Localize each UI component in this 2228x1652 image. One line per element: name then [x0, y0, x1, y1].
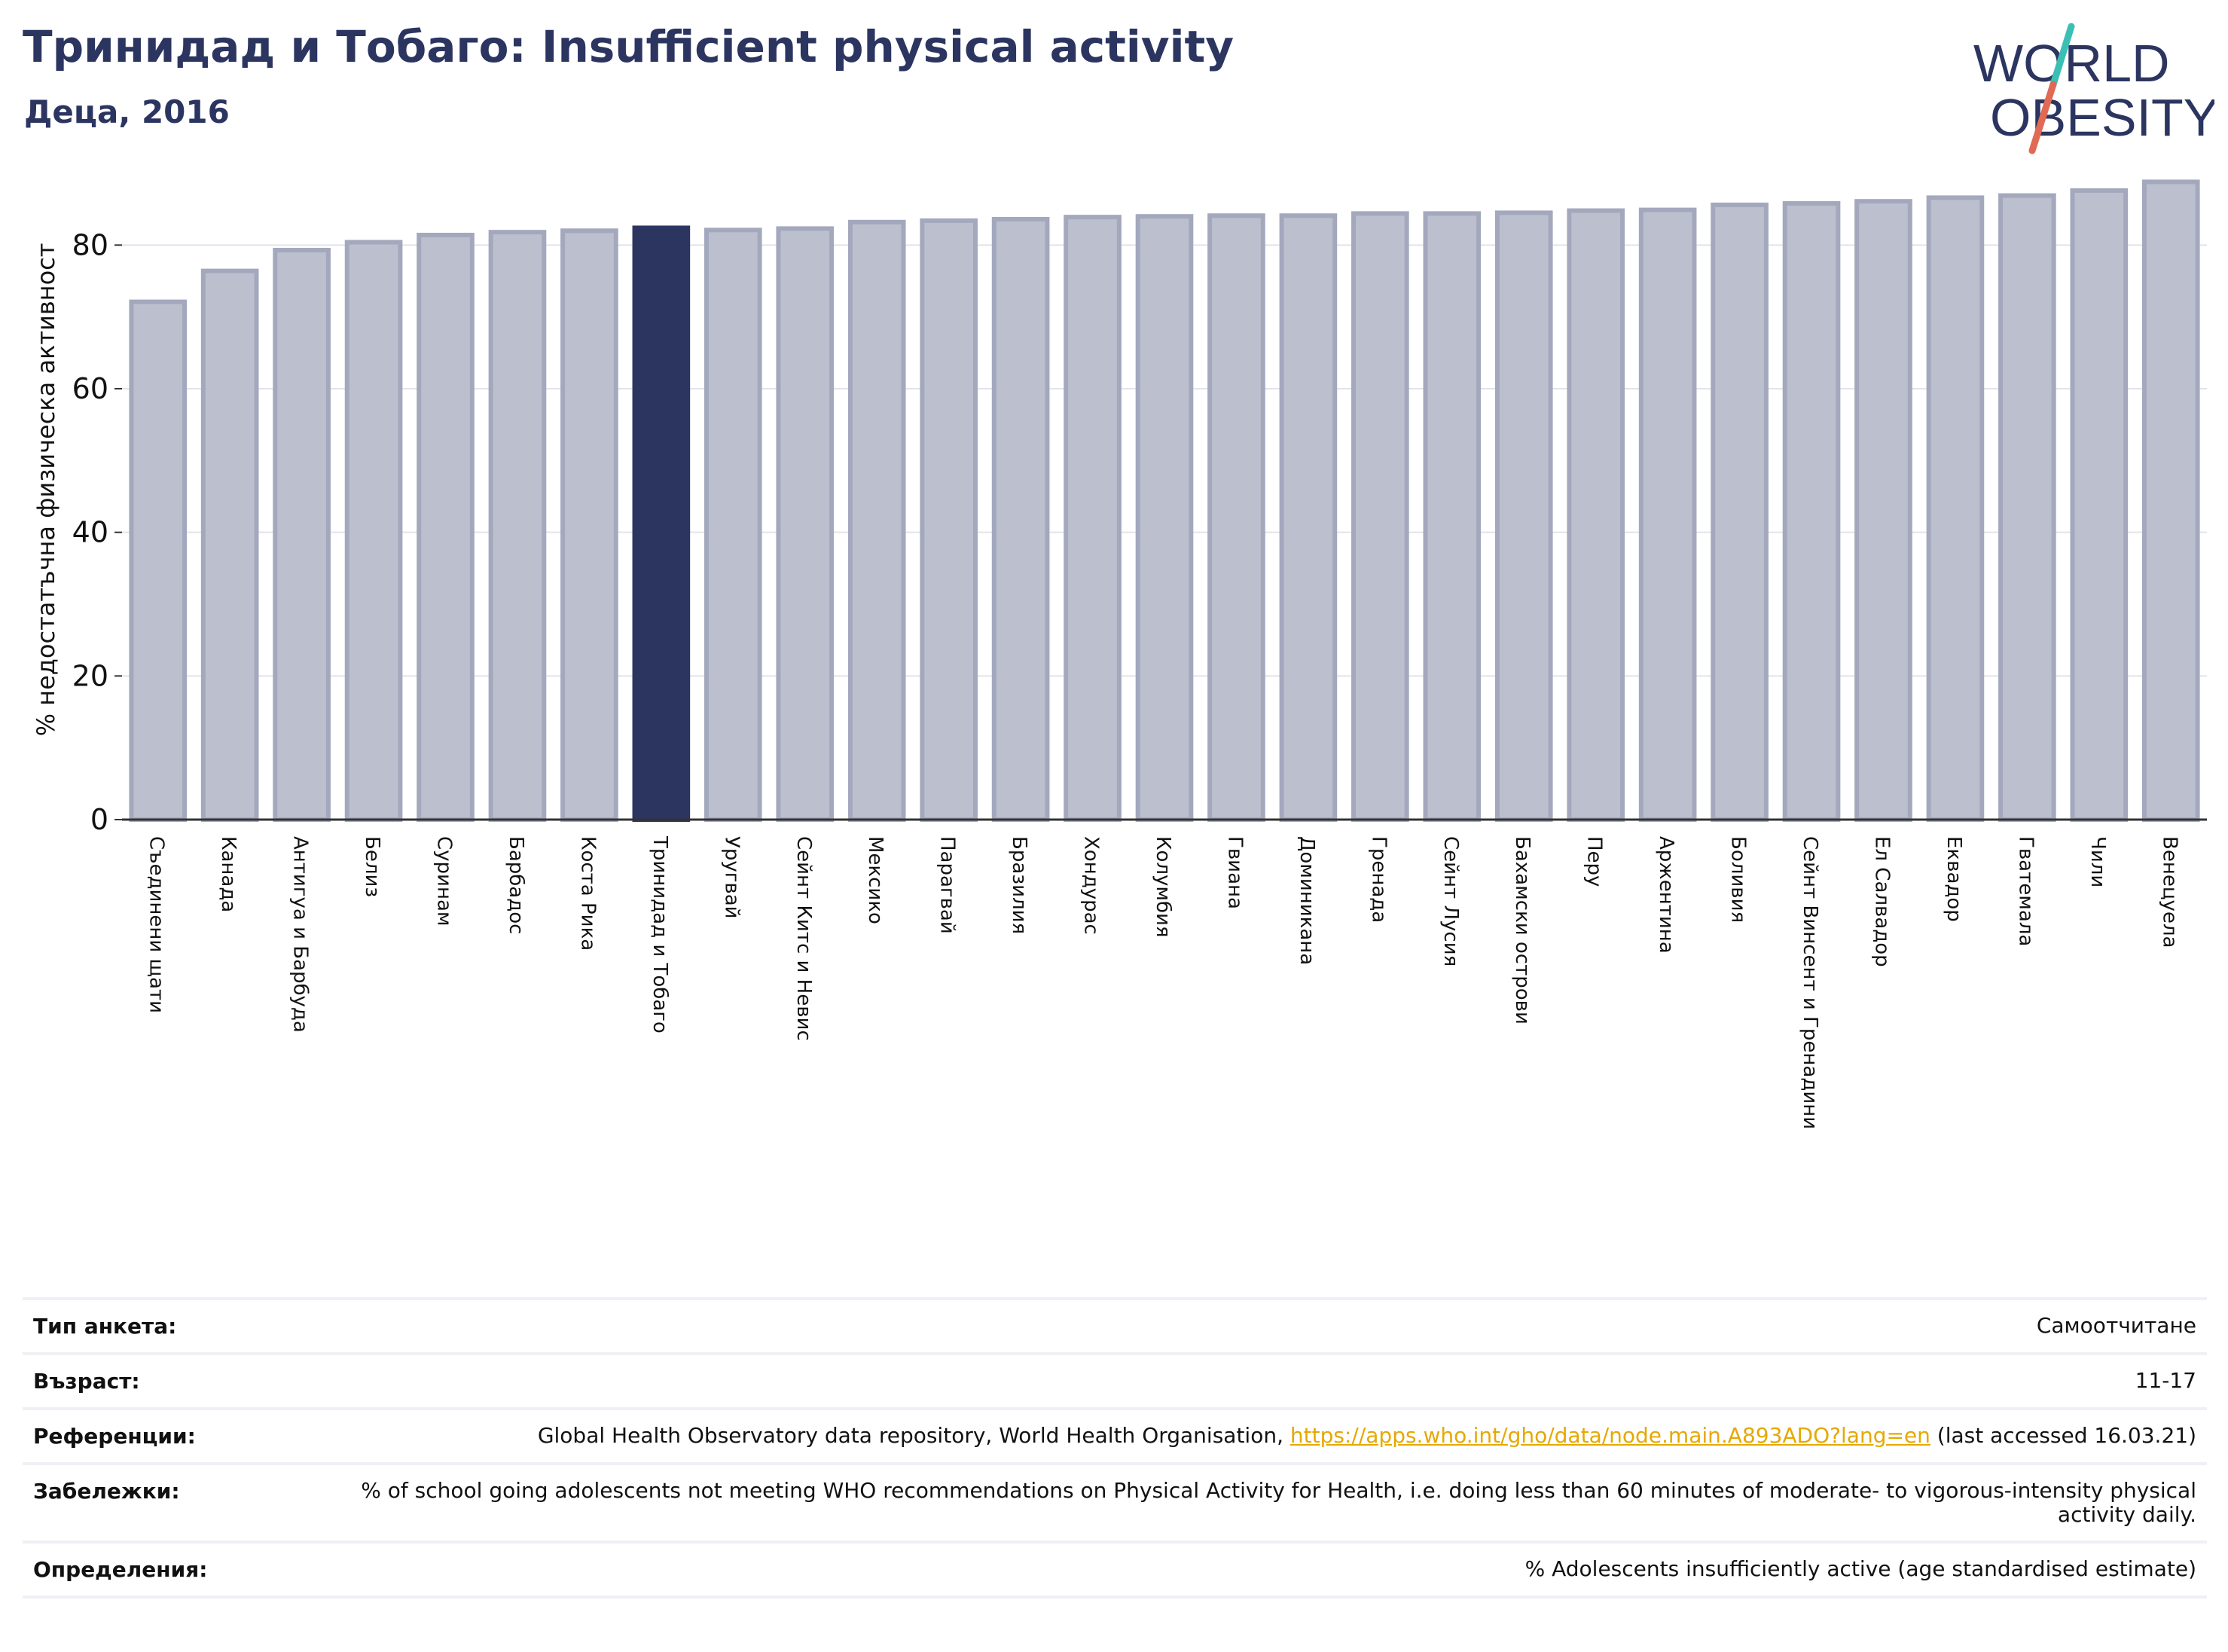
bar — [1782, 201, 1841, 823]
y-axis-title: % недостатъчна физическа активност — [32, 243, 60, 737]
info-value: % of school going adolescents not meetin… — [361, 1478, 2196, 1528]
bar — [920, 218, 978, 823]
x-tick-label: Коста Рика — [576, 836, 599, 951]
reference-text: Global Health Observatory data repositor… — [537, 1423, 1290, 1448]
x-tick-label: Барбадос — [505, 836, 527, 934]
bar — [1567, 208, 1625, 823]
x-tick-label: Хондурас — [1080, 836, 1103, 935]
bar-chart: 0 20 40 60 80 Съединени щати Канада Антигуа и … — [32, 179, 2207, 1129]
bar — [560, 228, 618, 822]
x-tick-label: Доминикана — [1296, 836, 1318, 965]
logo-line-1: WORLD — [1973, 34, 2170, 93]
logo-slash-red — [2028, 81, 2057, 154]
x-tick-label: Уругвай — [720, 836, 743, 919]
world-obesity-logo: WORLD OBESITY — [1973, 23, 2214, 154]
y-tick-label: 60 — [72, 372, 108, 405]
bar — [703, 227, 762, 822]
x-tick-label: Колумбия — [1152, 836, 1174, 938]
bar — [1494, 210, 1553, 822]
bar — [776, 226, 835, 822]
x-axis: Съединени щати Канада Антигуа и Барбуда Бел… — [122, 818, 2207, 1129]
x-tick-label: Ел Салвадор — [1870, 836, 1893, 967]
bar — [991, 217, 1050, 823]
bar — [1135, 214, 1194, 822]
page-title: Тринидад и Тобаго: Insufficient physical… — [23, 21, 1234, 72]
info-row-age: Възраст: 11-17 — [23, 1354, 2207, 1409]
x-tick-label: Тринидад и Тобаго — [649, 835, 671, 1034]
y-axis: 0 20 40 60 80 — [72, 228, 122, 836]
info-row-references: Референции: Global Health Observatory da… — [23, 1409, 2207, 1464]
x-tick-label: Антигуа и Барбуда — [289, 836, 312, 1033]
bar — [1711, 202, 1769, 822]
x-tick-label: Парагвай — [936, 836, 959, 934]
bar — [1998, 193, 2056, 822]
x-tick-label: Боливия — [1727, 836, 1750, 923]
info-value: % Adolescents insufficiently active (age… — [1525, 1556, 2196, 1582]
x-tick-label: Сейнт Лусия — [1439, 836, 1462, 966]
x-tick-label: Сейнт Винсент и Гренадини — [1799, 836, 1821, 1129]
bar — [488, 230, 547, 822]
bar — [1423, 211, 1482, 822]
x-tick-label: Гренада — [1367, 836, 1390, 923]
bar — [129, 299, 188, 822]
info-key: Забележки: — [33, 1479, 180, 1504]
bar — [1926, 195, 1985, 822]
page-subtitle: Деца, 2016 — [24, 93, 230, 130]
bar — [1351, 211, 1409, 822]
bar — [847, 219, 906, 822]
bar — [2141, 179, 2200, 822]
y-tick-label: 20 — [72, 659, 108, 692]
x-tick-label: Перу — [1583, 836, 1606, 887]
bar — [1064, 215, 1122, 822]
bar — [1279, 213, 1338, 823]
x-tick-label: Сейнт Китс и Невис — [792, 836, 815, 1041]
info-value: Самоотчитане — [2036, 1313, 2196, 1338]
logo-slash-teal — [2049, 23, 2075, 88]
bar-highlighted — [632, 225, 691, 823]
bar — [1207, 213, 1265, 823]
reference-suffix: (last accessed 16.03.21) — [1930, 1423, 2196, 1448]
x-tick-label: Еквадор — [1943, 836, 1965, 922]
x-tick-label: Бразилия — [1008, 836, 1030, 934]
info-key: Референции: — [33, 1424, 196, 1449]
x-tick-label: Гватемала — [2014, 836, 2037, 946]
x-tick-label: Съединени щати — [145, 836, 168, 1013]
info-key: Определения: — [33, 1557, 208, 1583]
y-tick-label: 0 — [90, 803, 108, 836]
metadata-table: Тип анкета: Самоотчитане Възраст: 11-17 … — [23, 1297, 2207, 1599]
x-tick-label: Гвиана — [1223, 836, 1246, 909]
y-tick-label: 80 — [72, 228, 108, 261]
reference-link[interactable]: https://apps.who.int/gho/data/node.main.… — [1289, 1423, 1930, 1448]
x-tick-label: Чили — [2086, 836, 2109, 887]
bar — [273, 248, 331, 822]
bar — [1638, 207, 1697, 822]
bar — [200, 268, 259, 822]
y-tick-label: 40 — [72, 516, 108, 549]
bar — [344, 240, 403, 822]
bar — [1854, 199, 1912, 822]
x-tick-label: Аржентина — [1655, 836, 1677, 954]
bar — [417, 232, 475, 822]
bar — [2070, 188, 2129, 822]
info-value: 11-17 — [2135, 1368, 2196, 1393]
x-tick-label: Мексико — [864, 836, 887, 924]
logo-line-2: OBESITY — [1990, 88, 2214, 147]
info-value: Global Health Observatory data repositor… — [315, 1409, 2207, 1464]
info-key: Тип анкета: — [33, 1314, 177, 1339]
info-row-definitions: Определения: % Adolescents insufficientl… — [23, 1542, 2207, 1598]
info-key: Възраст: — [33, 1369, 140, 1394]
x-tick-label: Бахамски острови — [1511, 836, 1534, 1024]
x-tick-label: Суринам — [433, 836, 456, 927]
x-tick-label: Канада — [217, 836, 240, 912]
x-tick-label: Венецуела — [2158, 836, 2181, 948]
info-row-survey-type: Тип анкета: Самоотчитане — [23, 1299, 2207, 1354]
bars — [129, 179, 2200, 823]
info-row-notes: Забележки: % of school going adolescents… — [23, 1464, 2207, 1542]
x-tick-label: Белиз — [361, 836, 383, 897]
